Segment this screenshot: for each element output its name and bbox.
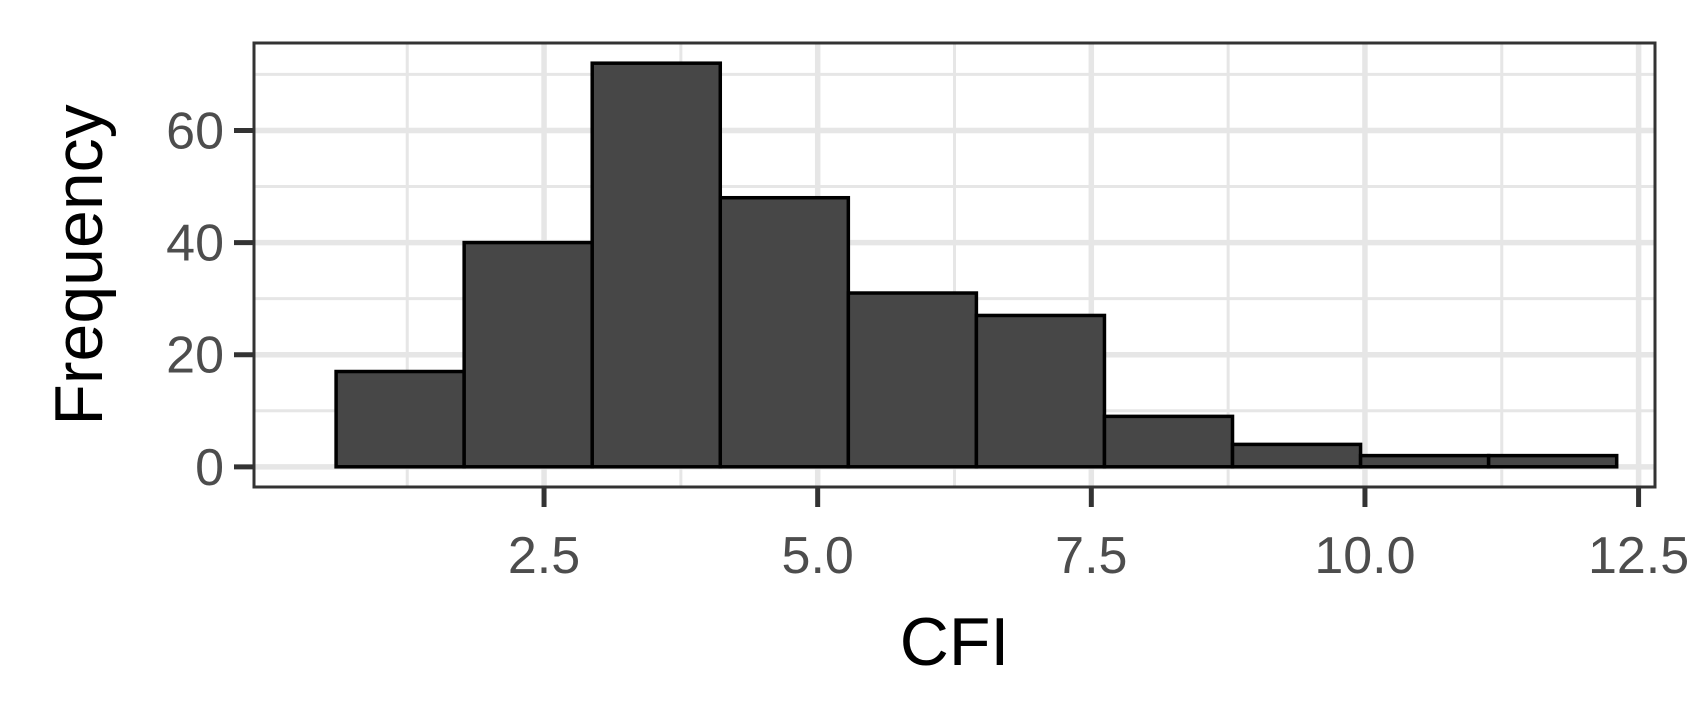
- histogram-bar: [1102, 414, 1235, 469]
- y-tick-label: 60: [166, 102, 224, 160]
- y-axis-title: Frequency: [41, 104, 117, 425]
- histogram-bar: [718, 195, 851, 469]
- x-axis-title: CFI: [900, 604, 1010, 680]
- y-tick-label: 40: [166, 215, 224, 273]
- y-axis-ticks: 0 20 40 60: [166, 102, 254, 497]
- x-tick-label: 5.0: [782, 527, 854, 585]
- y-tick-label: 20: [166, 327, 224, 385]
- panel-border: [252, 41, 1657, 489]
- x-tick-label: 12.5: [1588, 527, 1689, 585]
- histogram-bar: [1486, 453, 1619, 469]
- histogram-bar: [846, 291, 979, 469]
- histogram-bar: [1358, 453, 1491, 469]
- histogram-bars: [334, 61, 1619, 469]
- y-tick-label: 0: [195, 439, 224, 497]
- histogram-bar: [590, 61, 723, 469]
- histogram-bar: [334, 369, 466, 469]
- x-tick-label: 10.0: [1314, 527, 1415, 585]
- histogram-bar: [1230, 442, 1363, 469]
- x-axis-ticks: 2.5 5.0 7.5 10.0 12.5: [508, 487, 1689, 585]
- x-tick-label: 7.5: [1055, 527, 1127, 585]
- histogram-bar: [974, 313, 1107, 469]
- x-tick-label: 2.5: [508, 527, 580, 585]
- histogram-bar: [462, 240, 594, 469]
